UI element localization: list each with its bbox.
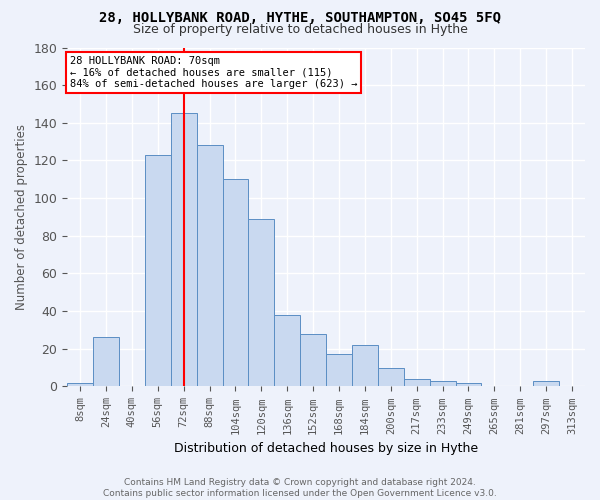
Bar xyxy=(455,382,481,386)
Bar xyxy=(223,180,248,386)
Bar xyxy=(145,155,171,386)
Text: Contains HM Land Registry data © Crown copyright and database right 2024.
Contai: Contains HM Land Registry data © Crown c… xyxy=(103,478,497,498)
Bar xyxy=(352,345,378,387)
Bar xyxy=(248,219,274,386)
Bar xyxy=(404,379,430,386)
Bar xyxy=(378,368,404,386)
X-axis label: Distribution of detached houses by size in Hythe: Distribution of detached houses by size … xyxy=(174,442,478,455)
Y-axis label: Number of detached properties: Number of detached properties xyxy=(15,124,28,310)
Bar xyxy=(533,381,559,386)
Bar xyxy=(171,114,197,386)
Bar xyxy=(430,381,455,386)
Bar xyxy=(93,338,119,386)
Bar xyxy=(274,315,300,386)
Text: Size of property relative to detached houses in Hythe: Size of property relative to detached ho… xyxy=(133,22,467,36)
Bar xyxy=(326,354,352,386)
Bar xyxy=(300,334,326,386)
Bar xyxy=(67,382,93,386)
Text: 28 HOLLYBANK ROAD: 70sqm
← 16% of detached houses are smaller (115)
84% of semi-: 28 HOLLYBANK ROAD: 70sqm ← 16% of detach… xyxy=(70,56,357,89)
Bar xyxy=(197,146,223,386)
Text: 28, HOLLYBANK ROAD, HYTHE, SOUTHAMPTON, SO45 5FQ: 28, HOLLYBANK ROAD, HYTHE, SOUTHAMPTON, … xyxy=(99,11,501,25)
